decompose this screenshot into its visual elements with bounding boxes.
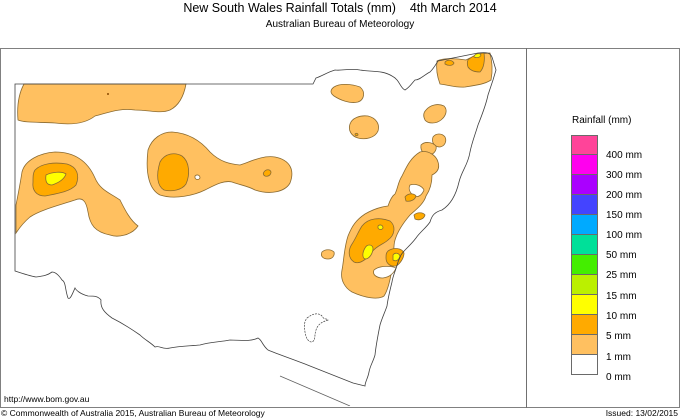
- legend-label-50: 50 mm: [606, 250, 637, 261]
- legend-swatch-50: [571, 235, 598, 255]
- legend-divider: [526, 48, 527, 408]
- legend-swatch-10: [571, 295, 598, 315]
- legend-swatch-200: [571, 175, 598, 195]
- legend-label-1: 1 mm: [606, 352, 631, 363]
- legend-label-150: 150 mm: [606, 210, 643, 221]
- legend-label-200: 200 mm: [606, 190, 643, 201]
- legend-swatch-25: [571, 255, 598, 275]
- legend-label-100: 100 mm: [606, 230, 643, 241]
- lake-outline: [304, 313, 329, 343]
- legend-swatch-1: [571, 335, 598, 355]
- legend-swatch-100: [571, 215, 598, 235]
- map-subtitle: Australian Bureau of Meteorology: [265, 19, 415, 30]
- title-date: 4th March 2014: [409, 1, 497, 15]
- title-text: New South Wales Rainfall Totals (mm): [183, 1, 396, 15]
- legend-swatch-300: [571, 155, 598, 175]
- rainfall-1mm-areas: [15, 52, 493, 299]
- rainfall-0mm-holes: [194, 174, 425, 279]
- victoria-border: [279, 375, 351, 406]
- legend-label-300: 300 mm: [606, 170, 643, 181]
- legend-swatch-150: [571, 195, 598, 215]
- legend-swatch-5: [571, 315, 598, 335]
- rainfall-map: [14, 52, 497, 406]
- issued-date: Issued: 13/02/2015: [605, 408, 678, 418]
- legend-swatch-400: [571, 135, 598, 155]
- legend-label-400: 400 mm: [606, 150, 643, 161]
- legend-label-10: 10 mm: [606, 311, 637, 322]
- legend-label-5: 5 mm: [606, 331, 631, 342]
- rainfall-5mm-areas: [32, 52, 485, 267]
- legend-swatch-0: [571, 355, 598, 375]
- state-boundary: [14, 52, 497, 387]
- rainfall-10mm-areas: [45, 53, 482, 262]
- copyright-text: © Commonwealth of Australia 2015, Austra…: [1, 408, 265, 418]
- legend-swatch-15: [571, 275, 598, 295]
- legend-label-25: 25 mm: [606, 270, 637, 281]
- legend-label-0: 0 mm: [606, 372, 631, 383]
- map-title: New South Wales Rainfall Totals (mm) 4th…: [0, 1, 680, 15]
- rain-point: [107, 93, 109, 95]
- bom-url-link[interactable]: http://www.bom.gov.au: [4, 394, 90, 404]
- legend-label-15: 15 mm: [606, 291, 637, 302]
- legend-color-bar: [571, 135, 598, 375]
- legend-title: Rainfall (mm): [572, 115, 632, 126]
